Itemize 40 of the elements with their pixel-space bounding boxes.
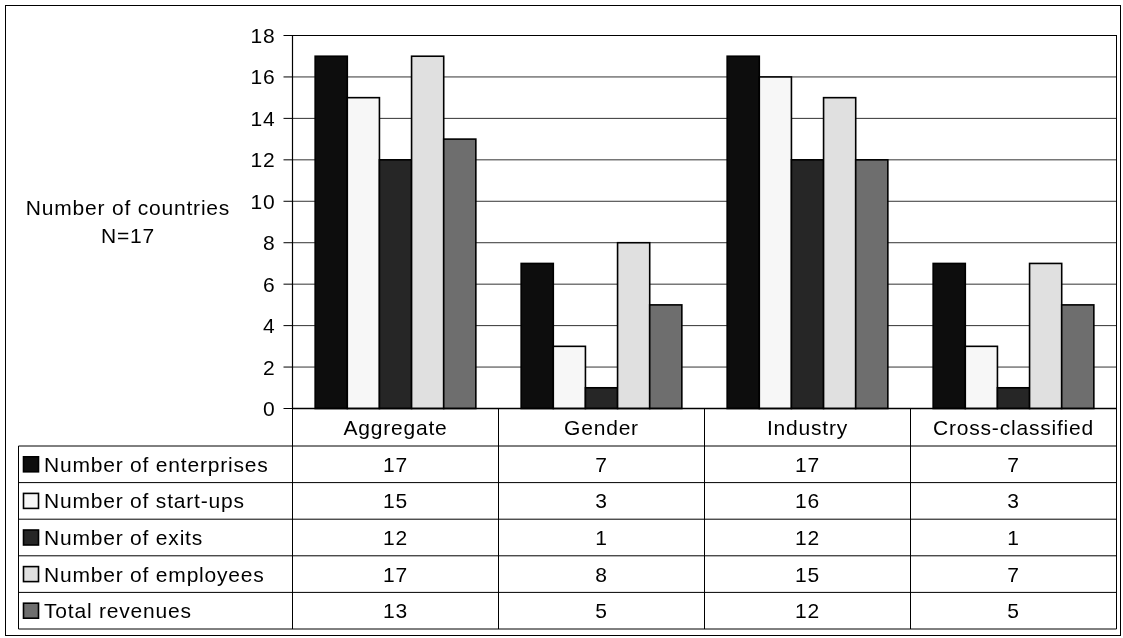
data-label: 17 bbox=[383, 562, 408, 586]
data-label: 12 bbox=[795, 599, 820, 623]
data-label: 7 bbox=[1007, 452, 1020, 476]
data-label: 12 bbox=[383, 526, 408, 549]
x-tick-label: Aggregate bbox=[343, 415, 448, 439]
data-label: 1 bbox=[595, 526, 608, 549]
data-label: 17 bbox=[795, 452, 820, 476]
y-tick-label: 4 bbox=[263, 314, 276, 338]
data-label: 3 bbox=[595, 489, 608, 513]
y-tick-label: 18 bbox=[250, 24, 276, 47]
data-label: 1 bbox=[1007, 526, 1020, 549]
legend-label: Total revenues bbox=[44, 599, 192, 623]
data-label: 7 bbox=[1007, 562, 1020, 586]
legend-label: Number of enterprises bbox=[44, 452, 269, 476]
x-tick-label: Cross-classified bbox=[933, 415, 1094, 439]
data-label: 15 bbox=[383, 489, 408, 513]
y-tick-label: 2 bbox=[263, 355, 276, 379]
legend-label: Number of employees bbox=[44, 562, 265, 586]
y-axis-title: Number of countries N=17 bbox=[25, 196, 231, 247]
data-label: 7 bbox=[595, 452, 608, 476]
data-label: 8 bbox=[595, 562, 608, 586]
data-label: 13 bbox=[383, 599, 408, 623]
data-label: 5 bbox=[1007, 599, 1020, 623]
x-tick-label: Gender bbox=[564, 415, 639, 439]
y-tick-label: 12 bbox=[250, 148, 276, 172]
y-tick-label: 14 bbox=[250, 106, 276, 130]
data-label: 3 bbox=[1007, 489, 1020, 513]
y-tick-label: 10 bbox=[250, 189, 276, 213]
legend-label: Number of exits bbox=[44, 526, 204, 549]
legend-label: Number of start-ups bbox=[44, 489, 245, 513]
y-tick-label: 8 bbox=[263, 231, 276, 255]
data-label: 15 bbox=[795, 562, 820, 586]
data-label: 5 bbox=[595, 599, 608, 623]
y-tick-label: 0 bbox=[263, 397, 276, 420]
data-label: 12 bbox=[795, 526, 820, 549]
data-label: 17 bbox=[383, 452, 408, 476]
x-tick-label: Industry bbox=[766, 415, 849, 439]
y-tick-label: 16 bbox=[250, 65, 276, 89]
data-label: 16 bbox=[795, 489, 820, 513]
y-tick-label: 6 bbox=[263, 272, 276, 296]
